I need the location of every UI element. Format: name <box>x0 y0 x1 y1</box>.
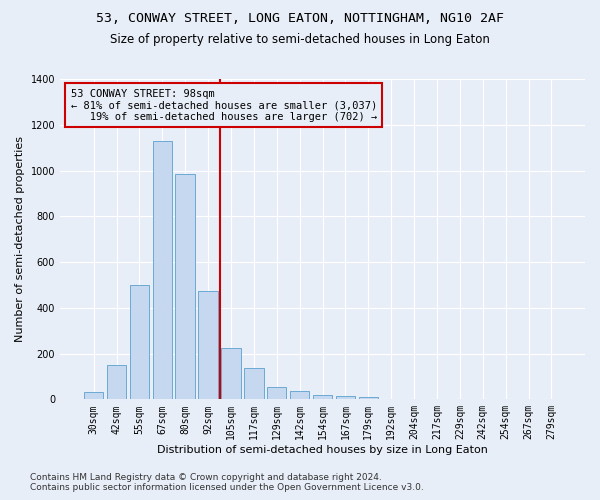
X-axis label: Distribution of semi-detached houses by size in Long Eaton: Distribution of semi-detached houses by … <box>157 445 488 455</box>
Bar <box>199 290 218 400</box>
Text: Size of property relative to semi-detached houses in Long Eaton: Size of property relative to semi-detach… <box>110 32 490 46</box>
Bar <box>107 364 126 400</box>
Bar <box>175 174 195 400</box>
Bar <box>290 392 310 400</box>
Bar <box>359 397 378 400</box>
Bar <box>130 285 149 400</box>
Bar <box>84 392 103 400</box>
Bar <box>335 396 355 400</box>
Text: 53 CONWAY STREET: 98sqm
← 81% of semi-detached houses are smaller (3,037)
   19%: 53 CONWAY STREET: 98sqm ← 81% of semi-de… <box>71 88 377 122</box>
Bar <box>221 348 241 400</box>
Text: Contains public sector information licensed under the Open Government Licence v3: Contains public sector information licen… <box>30 484 424 492</box>
Bar <box>313 395 332 400</box>
Bar <box>267 386 286 400</box>
Text: 53, CONWAY STREET, LONG EATON, NOTTINGHAM, NG10 2AF: 53, CONWAY STREET, LONG EATON, NOTTINGHA… <box>96 12 504 26</box>
Bar <box>244 368 263 400</box>
Bar <box>152 141 172 400</box>
Text: Contains HM Land Registry data © Crown copyright and database right 2024.: Contains HM Land Registry data © Crown c… <box>30 474 382 482</box>
Y-axis label: Number of semi-detached properties: Number of semi-detached properties <box>15 136 25 342</box>
